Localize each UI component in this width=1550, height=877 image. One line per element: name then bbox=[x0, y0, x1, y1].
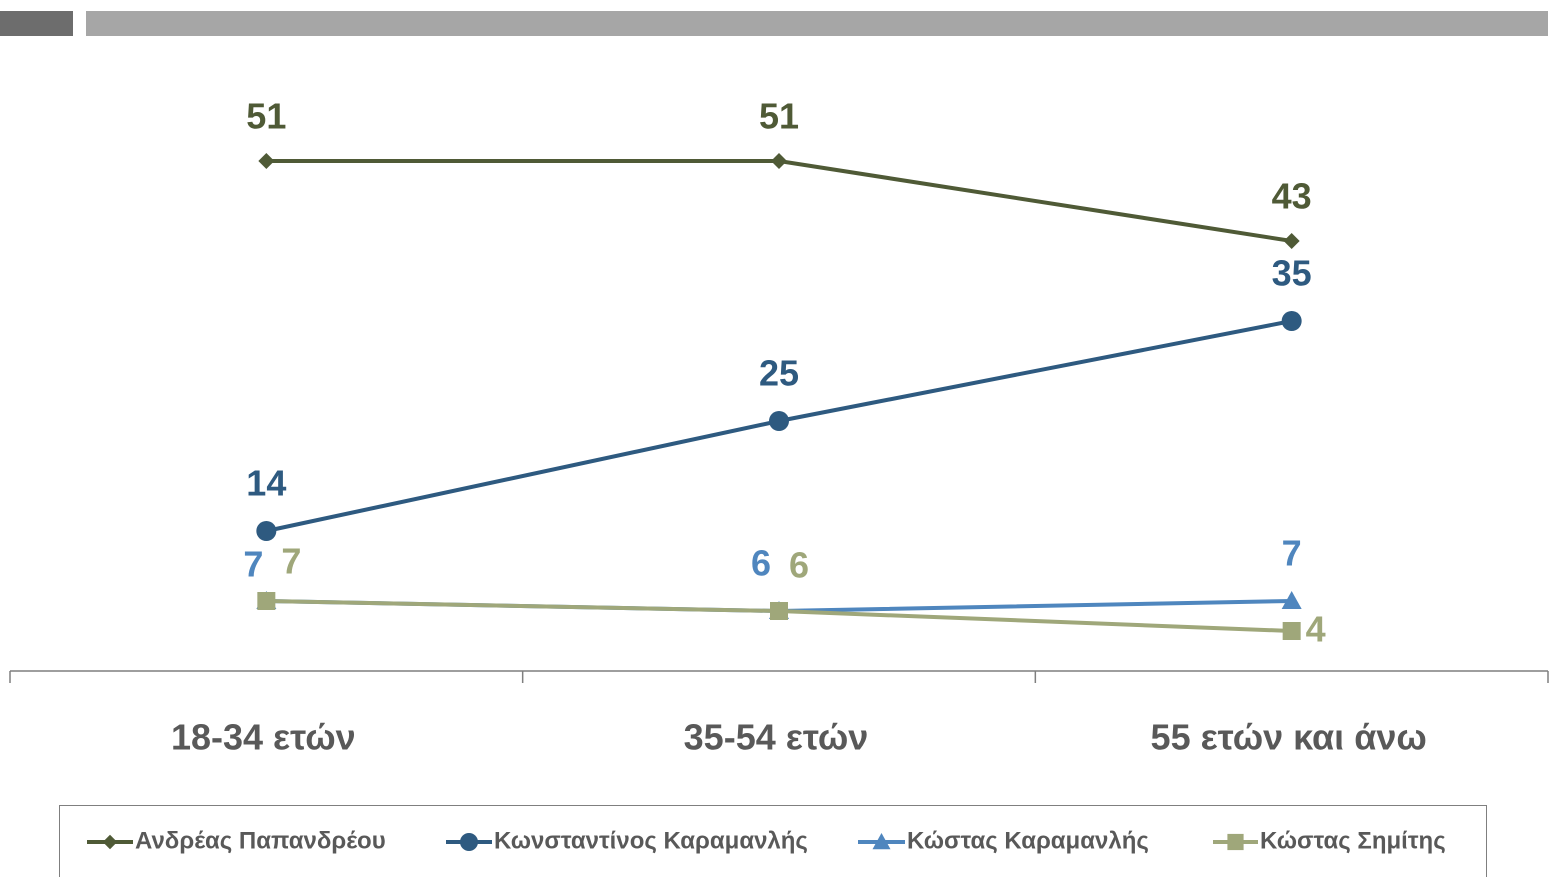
series-line bbox=[266, 159, 1292, 243]
marker bbox=[769, 411, 789, 431]
legend-box bbox=[59, 805, 1487, 877]
legend-marker bbox=[872, 833, 891, 850]
data-label: 35 bbox=[1272, 253, 1312, 294]
data-label: 4 bbox=[1306, 609, 1326, 650]
marker bbox=[1283, 233, 1300, 249]
legend-label: Ανδρέας Παπανδρέου bbox=[135, 827, 386, 854]
header-bar-dark bbox=[0, 11, 73, 36]
data-label: 6 bbox=[789, 545, 809, 586]
data-label: 6 bbox=[751, 543, 771, 584]
x-tick-label: 35-54 ετών bbox=[684, 717, 869, 758]
legend-marker bbox=[102, 834, 118, 850]
marker bbox=[256, 521, 277, 541]
data-label: 7 bbox=[281, 541, 301, 582]
legend-marker bbox=[460, 833, 478, 851]
marker bbox=[257, 592, 276, 610]
legend-label: Κώστας Καραμανλής bbox=[907, 827, 1149, 854]
legend-marker bbox=[1227, 833, 1244, 851]
marker bbox=[1282, 622, 1301, 640]
data-label: 51 bbox=[759, 96, 799, 137]
legend-label: Κωνσταντίνος Καραμανλής bbox=[494, 827, 808, 854]
marker bbox=[771, 153, 787, 169]
data-label: 14 bbox=[246, 463, 286, 504]
x-tick-label: 18-34 ετών bbox=[171, 717, 356, 758]
data-label: 25 bbox=[759, 353, 799, 394]
header-bar bbox=[86, 11, 1548, 36]
legend-label: Κώστας Σημίτης bbox=[1260, 827, 1446, 854]
data-label: 7 bbox=[1282, 533, 1302, 574]
data-label: 7 bbox=[243, 544, 263, 585]
marker bbox=[258, 153, 275, 169]
data-label: 51 bbox=[246, 96, 286, 137]
data-label: 43 bbox=[1272, 176, 1312, 217]
x-tick-label: 55 ετών και άνω bbox=[1151, 717, 1427, 758]
marker bbox=[1281, 591, 1302, 609]
marker bbox=[770, 602, 788, 620]
marker bbox=[1281, 311, 1302, 331]
